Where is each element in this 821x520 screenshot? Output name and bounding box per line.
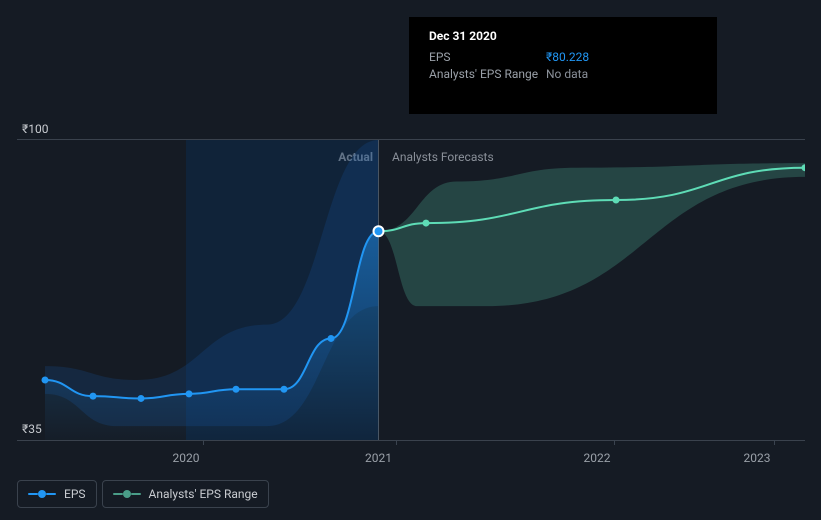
legend: EPS Analysts' EPS Range (17, 480, 269, 508)
x-tick (774, 440, 775, 445)
eps-actual-marker (90, 393, 97, 400)
eps-actual-marker (42, 377, 49, 384)
legend-label: Analysts' EPS Range (149, 487, 258, 501)
x-tick-label: 2022 (584, 451, 611, 465)
x-tick-label: 2023 (744, 451, 771, 465)
legend-symbol (28, 490, 56, 498)
y-tick-label-top: ₹100 (22, 122, 48, 136)
x-tick (396, 440, 397, 445)
eps-actual-marker (328, 335, 335, 342)
tooltip-row-range: Analysts' EPS Range No data (429, 66, 697, 83)
x-tick (614, 440, 615, 445)
legend-item-range[interactable]: Analysts' EPS Range (102, 480, 269, 508)
eps-actual-marker (233, 386, 240, 393)
eps-actual-marker (138, 395, 145, 402)
hover-marker (374, 226, 384, 236)
tooltip-row-eps: EPS ₹80.228 (429, 49, 697, 66)
eps-actual-marker (186, 390, 193, 397)
y-axis-bottom-gridline (17, 440, 805, 441)
analysts-range-area (379, 163, 806, 306)
eps-actual-marker (281, 386, 288, 393)
tooltip-key: EPS (429, 49, 546, 66)
legend-symbol (113, 490, 141, 498)
tooltip-value: No data (546, 66, 588, 83)
plot-area[interactable] (17, 140, 805, 440)
legend-item-eps[interactable]: EPS (17, 480, 97, 508)
x-tick-label: 2020 (173, 451, 200, 465)
tooltip-value: ₹80.228 (546, 49, 589, 66)
x-tick-label: 2021 (365, 451, 392, 465)
x-tick (203, 440, 204, 445)
legend-label: EPS (64, 487, 86, 501)
eps-forecast-marker (613, 197, 620, 204)
eps-forecast-marker (423, 220, 430, 227)
tooltip-title: Dec 31 2020 (429, 29, 697, 43)
tooltip-key: Analysts' EPS Range (429, 66, 546, 83)
hover-tooltip: Dec 31 2020 EPS ₹80.228 Analysts' EPS Ra… (409, 17, 717, 114)
